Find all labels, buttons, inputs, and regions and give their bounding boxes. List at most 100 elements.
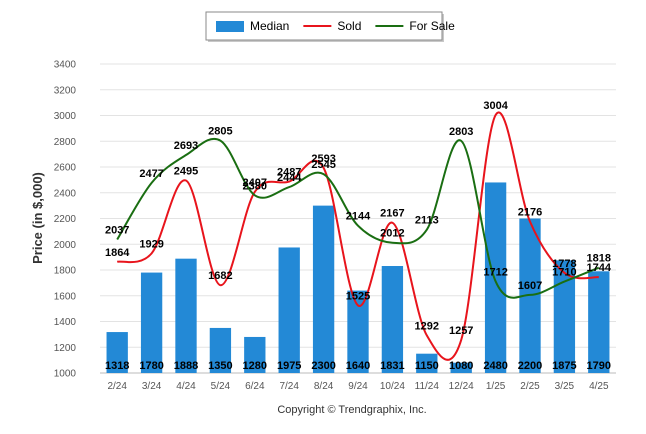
- median-bar: [416, 353, 438, 373]
- legend-label-sold: Sold: [337, 19, 361, 33]
- median-bar: [484, 182, 507, 373]
- median-bar: [140, 272, 163, 373]
- y-tick-label: 1800: [54, 266, 77, 277]
- y-tick-label: 2000: [54, 240, 77, 251]
- median-value-label: 1150: [415, 360, 439, 372]
- x-tick-label: 9/24: [348, 381, 368, 392]
- x-tick-label: 8/24: [314, 381, 334, 392]
- median-bar: [588, 271, 610, 373]
- median-value-label: 2480: [483, 360, 507, 372]
- sold-value-label: 2167: [380, 208, 404, 220]
- series-lines: [116, 111, 600, 361]
- x-tick-label: 3/24: [142, 381, 162, 392]
- for-sale-value-label: 2012: [380, 228, 404, 240]
- median-value-label: 1888: [174, 360, 198, 372]
- median-bar: [553, 260, 576, 373]
- median-value-label: 1350: [208, 360, 232, 372]
- median-value-label: 1831: [380, 360, 404, 372]
- sold-value-label: 1525: [346, 290, 370, 302]
- for-sale-value-label: 2144: [346, 211, 371, 223]
- for-sale-value-label: 2803: [449, 126, 473, 138]
- sold-value-label: 1929: [139, 238, 163, 250]
- sold-value-label: 2495: [174, 166, 198, 178]
- median-value-label: 1318: [105, 360, 129, 372]
- sold-value-label: 2487: [277, 167, 301, 179]
- legend-label-median: Median: [250, 19, 289, 33]
- sold-value-label: 1864: [105, 247, 130, 259]
- sold-line: [116, 111, 599, 361]
- sold-value-label: 2176: [518, 207, 542, 219]
- median-value-label: 1280: [243, 360, 267, 372]
- y-tick-label: 3200: [54, 85, 77, 96]
- x-tick-label: 2/25: [520, 381, 540, 392]
- sold-value-label: 1292: [415, 320, 439, 332]
- for-sale-value-label: 1712: [483, 266, 507, 278]
- sold-value-label: 1744: [587, 262, 612, 274]
- y-axis-label: Price (in $,000): [30, 172, 45, 264]
- x-tick-label: 3/25: [555, 381, 575, 392]
- median-bar: [278, 247, 300, 373]
- for-sale-line: [116, 138, 600, 299]
- for-sale-value-label: 2444: [277, 172, 302, 184]
- x-tick-label: 12/24: [449, 381, 474, 392]
- for-sale-value-label: 2380: [243, 180, 267, 192]
- legend-label-for-sale: For Sale: [409, 19, 455, 33]
- median-bars: [106, 182, 610, 373]
- median-value-label: 2300: [311, 360, 335, 372]
- median-bar: [244, 336, 266, 373]
- for-sale-value-label: 2805: [208, 126, 232, 138]
- median-bar: [312, 205, 335, 373]
- x-tick-label: 6/24: [245, 381, 265, 392]
- for-sale-value-label: 2477: [139, 168, 163, 180]
- median-value-label: 1975: [277, 360, 301, 372]
- sold-value-label: 2407: [243, 177, 267, 189]
- y-tick-label: 2800: [54, 137, 77, 148]
- x-tick-label: 4/24: [176, 381, 196, 392]
- x-tick-label: 4/25: [589, 381, 609, 392]
- y-tick-label: 1600: [54, 291, 77, 302]
- x-tick-label: 2/24: [107, 381, 127, 392]
- median-bar: [347, 290, 369, 373]
- y-tick-label: 2200: [54, 214, 77, 225]
- for-sale-value-label: 1607: [518, 280, 542, 292]
- y-axis-ticks: 1000 1200 1400 1600 1800 2000 2200 2400 2600 2800…: [54, 60, 77, 380]
- median-value-label: 1780: [139, 360, 163, 372]
- sold-value-label: 1257: [449, 325, 473, 337]
- for-sale-value-label: 2113: [415, 215, 439, 227]
- sold-value-label: 1778: [552, 258, 576, 270]
- median-bar: [209, 327, 232, 373]
- for-sale-value-label: 2037: [105, 224, 129, 236]
- y-tick-label: 2600: [54, 163, 77, 174]
- for-sale-value-label: 2545: [311, 159, 335, 171]
- for-sale-value-label: 2693: [174, 140, 198, 152]
- median-value-label: 2200: [518, 360, 542, 372]
- median-bar: [175, 258, 197, 373]
- legend-swatch-median: [216, 21, 244, 32]
- x-tick-label: 11/24: [415, 381, 440, 392]
- sold-value-label: 1682: [208, 270, 232, 282]
- y-tick-label: 3400: [54, 60, 77, 71]
- legend: Median Sold For Sale: [205, 11, 455, 42]
- median-bar: [450, 362, 472, 373]
- copyright-text: Copyright © Trendgraphix, Inc.: [277, 404, 426, 416]
- x-axis-ticks: 2/24 3/24 4/24 5/24 6/24 7/24 8/24 9/24 10/24 11/…: [107, 381, 609, 392]
- x-tick-label: 1/25: [486, 381, 506, 392]
- for-sale-value-label: 1818: [587, 253, 611, 265]
- for-sale-value-label: 1710: [552, 267, 576, 279]
- y-tick-label: 1200: [54, 343, 77, 354]
- sold-value-label: 3004: [483, 100, 508, 112]
- y-tick-label: 1400: [54, 317, 77, 328]
- y-tick-label: 1000: [54, 369, 77, 380]
- median-value-label: 1080: [449, 360, 473, 372]
- y-tick-label: 3000: [54, 111, 77, 122]
- median-value-label: 1875: [552, 360, 576, 372]
- median-value-label: 1640: [346, 360, 370, 372]
- median-bar: [381, 266, 404, 373]
- median-bar: [106, 332, 128, 373]
- median-value-label: 1790: [587, 360, 611, 372]
- data-labels: 1318 1780 1888 1350 1280 1975 2300 1640 1831 1150…: [105, 100, 612, 372]
- x-tick-label: 5/24: [211, 381, 231, 392]
- x-tick-label: 10/24: [380, 381, 405, 392]
- x-tick-label: 7/24: [279, 381, 299, 392]
